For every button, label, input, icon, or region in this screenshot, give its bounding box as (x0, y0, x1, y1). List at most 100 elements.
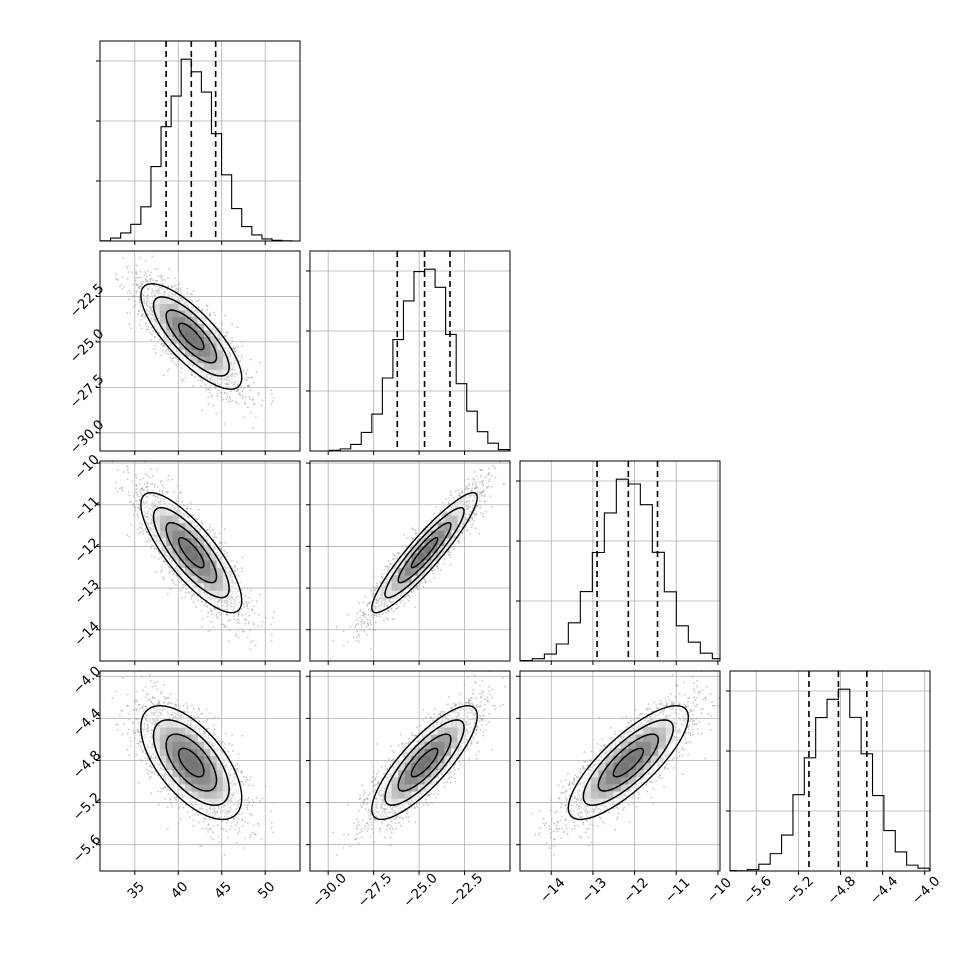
sample-point (207, 630, 210, 633)
sample-point (260, 404, 263, 407)
sample-point (252, 403, 255, 406)
sample-point (215, 613, 218, 616)
sample-point (169, 357, 172, 359)
sample-point (173, 491, 175, 494)
sample-point (149, 306, 152, 309)
sample-point (190, 595, 193, 598)
sample-point (233, 375, 235, 378)
sample-point (241, 628, 244, 631)
sample-point (210, 395, 213, 398)
sample-point (248, 395, 251, 398)
sample-point (206, 305, 209, 308)
sample-point (126, 478, 129, 481)
sample-point (182, 357, 184, 360)
sample-point (161, 490, 164, 493)
sample-point (160, 292, 163, 295)
sample-point (226, 392, 229, 395)
sample-point (173, 301, 176, 304)
sample-point (233, 618, 235, 621)
sample-point (241, 340, 243, 343)
sample-point (181, 300, 184, 302)
sample-point (189, 293, 192, 295)
sample-point (150, 308, 152, 311)
sample-point (151, 255, 154, 258)
sample-point (231, 323, 233, 325)
sample-point (271, 616, 274, 619)
sample-point (201, 522, 204, 525)
sample-point (247, 607, 249, 610)
sample-point (170, 293, 173, 295)
sample-point (173, 297, 176, 300)
sample-point (171, 357, 173, 360)
sample-point (237, 612, 240, 615)
sample-point (126, 266, 128, 269)
sample-point (120, 283, 123, 286)
sample-point (144, 271, 147, 273)
sample-point (167, 294, 170, 297)
sample-point (209, 312, 212, 315)
sample-point (173, 285, 176, 288)
sample-point (145, 541, 148, 543)
sample-point (123, 471, 126, 473)
sample-point (219, 340, 222, 343)
sample-point (156, 328, 159, 331)
sample-point (148, 476, 151, 479)
sample-point (240, 354, 243, 357)
sample-point (203, 604, 206, 607)
sample-point (130, 523, 133, 526)
sample-point (144, 278, 147, 281)
sample-point (163, 339, 166, 342)
sample-point (211, 394, 214, 397)
sample-point (148, 302, 151, 305)
sample-point (135, 273, 138, 275)
sample-point (264, 616, 267, 619)
sample-point (233, 365, 235, 368)
sample-point (162, 293, 165, 296)
sample-point (223, 354, 226, 357)
sample-point (186, 507, 189, 510)
sample-point (167, 341, 169, 343)
sample-point (147, 489, 149, 492)
sample-point (209, 377, 211, 379)
sample-point (249, 641, 252, 643)
sample-point (244, 401, 247, 404)
sample-point (241, 556, 244, 559)
sample-point (241, 630, 244, 633)
sample-point (228, 352, 231, 354)
sample-point (126, 469, 129, 472)
sample-point (243, 369, 245, 372)
sample-point (227, 640, 230, 643)
sample-point (138, 299, 141, 302)
sample-point (121, 487, 124, 490)
sample-point (192, 306, 195, 309)
sample-point (132, 503, 135, 505)
sample-point (138, 285, 141, 288)
sample-point (127, 271, 130, 273)
sample-point (132, 504, 135, 507)
sample-point (215, 536, 218, 539)
sample-point (167, 339, 169, 342)
panel-frame (99, 40, 301, 242)
sample-point (154, 267, 157, 270)
sample-point (194, 309, 196, 312)
sample-point (197, 599, 199, 602)
sample-point (270, 403, 273, 406)
sample-point (163, 278, 166, 281)
sample-point (140, 487, 143, 490)
sample-point (237, 403, 240, 405)
sample-point (207, 396, 210, 399)
sample-point (137, 528, 139, 531)
sample-point (162, 576, 165, 579)
sample-point (143, 298, 146, 300)
sample-point (247, 384, 249, 387)
sample-point (248, 622, 251, 625)
sample-point (135, 476, 138, 479)
sample-point (135, 499, 138, 502)
sample-point (180, 297, 182, 300)
sample-point (240, 608, 243, 611)
sample-point (235, 635, 237, 638)
sample-point (151, 313, 154, 316)
sample-point (143, 274, 146, 277)
sample-point (180, 292, 183, 295)
sample-point (167, 349, 170, 351)
